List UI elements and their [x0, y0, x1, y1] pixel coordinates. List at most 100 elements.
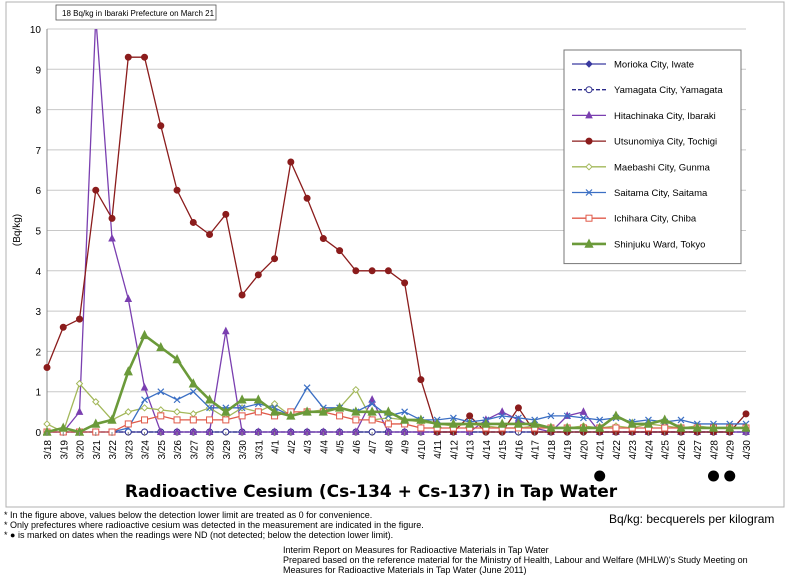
x-tick-label: 4/30 — [742, 440, 753, 460]
legend-label: Utsunomiya City, Tochigi — [614, 137, 717, 148]
data-point — [141, 396, 148, 404]
data-point — [156, 341, 166, 352]
x-tick-label: 4/5 — [336, 440, 347, 454]
data-point — [141, 416, 149, 424]
data-point — [303, 384, 311, 392]
data-point — [139, 329, 150, 340]
data-point — [124, 294, 133, 303]
nd-markers — [594, 470, 736, 482]
data-point — [514, 414, 522, 422]
x-tick-label: 4/19 — [563, 440, 574, 460]
data-point — [547, 412, 555, 420]
nd-marker — [594, 470, 606, 482]
data-point — [563, 412, 571, 420]
data-point — [237, 394, 247, 404]
data-point — [206, 404, 213, 412]
data-point — [401, 408, 409, 416]
data-point — [595, 422, 605, 432]
data-point — [368, 267, 376, 275]
data-point — [400, 414, 410, 424]
x-tick-label: 3/25 — [157, 440, 168, 460]
data-point — [585, 60, 593, 68]
data-point — [660, 414, 670, 424]
y-tick-label: 1 — [35, 388, 41, 399]
data-point — [352, 416, 360, 424]
legend-label: Hitachinaka City, Ibaraki — [614, 111, 716, 122]
data-point — [466, 412, 474, 420]
data-point — [172, 354, 182, 364]
x-tick-label: 4/21 — [596, 440, 607, 460]
legend-label: Saitama City, Saitama — [614, 188, 708, 199]
data-point — [76, 315, 84, 323]
legend-label: Yamagata City, Yamagata — [614, 85, 723, 96]
y-axis-label: (Bq/kg) — [12, 214, 23, 246]
data-point — [75, 379, 84, 388]
data-point — [742, 410, 750, 418]
data-point — [189, 388, 197, 396]
x-tick-label: 4/9 — [401, 440, 412, 454]
data-point — [334, 402, 345, 412]
x-tick-label: 4/10 — [417, 440, 428, 460]
x-tick-label: 3/24 — [141, 440, 152, 460]
data-point — [140, 383, 149, 391]
x-tick-label: 4/6 — [352, 440, 363, 454]
data-point — [448, 418, 459, 428]
data-point — [141, 53, 149, 61]
data-point — [140, 404, 149, 412]
data-point — [368, 400, 376, 408]
data-point — [189, 218, 197, 226]
x-tick-label: 4/18 — [547, 440, 558, 460]
data-point — [401, 279, 409, 287]
x-tick-label: 4/28 — [709, 440, 720, 460]
data-point — [253, 394, 263, 404]
svg-text:18 Bq/kg in Ibaraki Prefecture: 18 Bq/kg in Ibaraki Prefecture on March … — [62, 9, 215, 18]
data-point — [585, 110, 593, 119]
data-point — [584, 238, 594, 248]
source-line-2: Prepared based on the reference material… — [283, 555, 748, 565]
data-point — [578, 422, 589, 432]
nd-marker — [724, 470, 736, 482]
data-point — [585, 214, 593, 222]
data-point — [562, 422, 572, 432]
x-tick-label: 3/28 — [206, 440, 217, 460]
legend-box — [563, 49, 742, 265]
data-point — [254, 271, 262, 279]
x-tick-label: 3/20 — [76, 440, 87, 460]
data-point — [585, 189, 593, 196]
data-point — [352, 267, 360, 275]
data-point — [585, 86, 593, 94]
data-point — [351, 406, 361, 416]
data-point — [157, 412, 165, 420]
data-point — [449, 414, 457, 422]
data-point — [173, 408, 181, 416]
x-tick-label: 4/25 — [661, 440, 672, 460]
data-point — [43, 364, 51, 372]
x-tick-label: 3/26 — [173, 440, 184, 460]
x-tick-label: 3/29 — [222, 440, 233, 460]
data-point — [627, 418, 637, 428]
data-point — [384, 267, 392, 275]
x-tick-label: 4/3 — [303, 440, 314, 454]
data-point — [611, 410, 621, 420]
chart-title: Radioactive Cesium (Cs-134 + Cs-137) in … — [125, 482, 618, 502]
data-point — [579, 407, 588, 415]
data-point — [271, 255, 279, 263]
data-point — [302, 406, 312, 416]
data-point — [204, 394, 215, 404]
x-tick-label: 3/31 — [254, 440, 265, 460]
x-tick-label: 4/24 — [644, 440, 655, 460]
x-tick-label: 4/16 — [514, 440, 525, 460]
y-tick-label: 5 — [35, 227, 41, 238]
data-point — [238, 404, 246, 412]
data-point — [254, 408, 262, 416]
data-point — [481, 418, 491, 428]
x-tick-label: 4/7 — [368, 440, 379, 454]
y-tick-label: 6 — [35, 186, 41, 197]
data-point — [319, 235, 327, 243]
source-note: Interim Report on Measures for Radioacti… — [283, 545, 748, 575]
source-line-1: Interim Report on Measures for Radioacti… — [283, 545, 549, 555]
series-line — [43, 329, 750, 436]
data-point — [596, 416, 604, 424]
data-point — [383, 406, 393, 416]
